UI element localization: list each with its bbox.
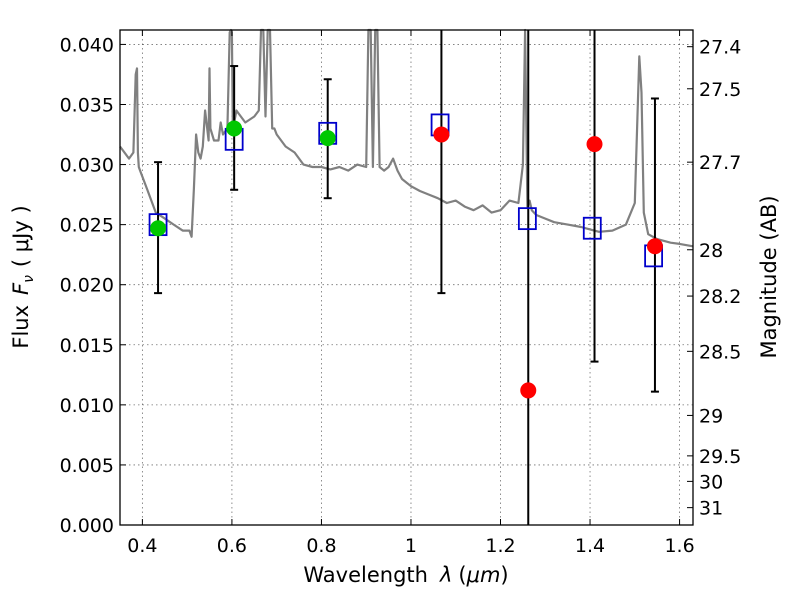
y-tick-label: 0.040 bbox=[60, 34, 114, 56]
y2-tick-label: 28 bbox=[699, 240, 723, 262]
y2-tick-label: 28.5 bbox=[699, 341, 741, 363]
data-point bbox=[520, 382, 537, 399]
x-tick-label: 1 bbox=[405, 535, 417, 557]
model-spectrum bbox=[119, 28, 694, 248]
y-tick-label: 0.000 bbox=[60, 515, 114, 537]
y-tick-label: 0.010 bbox=[60, 395, 114, 417]
model-photometry-square bbox=[582, 216, 602, 240]
y2-tick-label: 27.5 bbox=[699, 79, 741, 101]
x-tick-label: 0.6 bbox=[217, 535, 247, 557]
y-tick-label: 0.020 bbox=[60, 275, 114, 297]
y-tick-label: 0.035 bbox=[60, 94, 114, 116]
data-point bbox=[646, 238, 663, 255]
spectrum-line bbox=[119, 28, 694, 248]
grid-lines bbox=[120, 30, 693, 526]
y2-axis-label: Magnitude (AB) bbox=[757, 195, 781, 358]
y2-tick-label: 29 bbox=[699, 405, 723, 427]
y-tick-label: 0.005 bbox=[60, 455, 114, 477]
y-tick-label: 0.015 bbox=[60, 335, 114, 357]
axis-ticks: 0.4 0.6 0.8 1 1.2 1.4 1.6 0.000 0.005 0.010 0.015 0… bbox=[60, 30, 741, 557]
y2-tick-label: 28.2 bbox=[699, 286, 741, 308]
y2-tick-label: 29.5 bbox=[699, 446, 741, 468]
x-tick-label: 0.4 bbox=[127, 535, 157, 557]
x-tick-label: 1.6 bbox=[664, 535, 694, 557]
x-tick-label: 0.8 bbox=[306, 535, 336, 557]
model-photometry-square bbox=[517, 207, 537, 231]
data-point bbox=[433, 126, 450, 143]
plot-frame bbox=[119, 29, 694, 526]
y-tick-label: 0.025 bbox=[60, 215, 114, 237]
y-axis-label: FluxFν( μJy ) bbox=[9, 205, 37, 348]
x-tick-label: 1.2 bbox=[485, 535, 515, 557]
y2-tick-label: 27.7 bbox=[699, 152, 741, 174]
x-axis-label: Wavelength λ (μm) bbox=[303, 563, 508, 587]
data-point bbox=[226, 120, 243, 137]
data-point bbox=[150, 220, 167, 237]
data-point bbox=[319, 130, 336, 147]
y-tick-label: 0.030 bbox=[60, 155, 114, 177]
error-bars bbox=[154, 30, 659, 525]
y2-tick-label: 27.4 bbox=[699, 37, 741, 59]
data-markers bbox=[148, 113, 664, 399]
y2-tick-label: 30 bbox=[699, 471, 723, 493]
x-tick-label: 1.4 bbox=[575, 535, 605, 557]
y2-tick-label: 31 bbox=[699, 498, 723, 520]
data-point bbox=[586, 136, 603, 153]
